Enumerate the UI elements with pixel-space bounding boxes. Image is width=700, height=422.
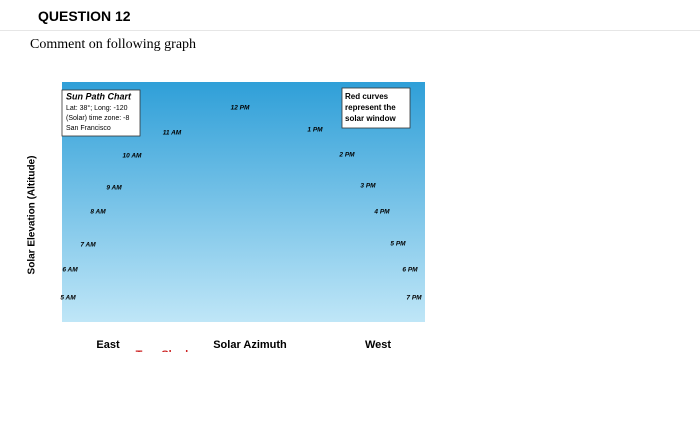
hour-label: 9 AM <box>106 185 122 192</box>
header-bar <box>0 0 700 31</box>
hour-label: 8 AM <box>90 209 106 216</box>
hour-label: 11 AM <box>163 130 182 137</box>
hour-label: 3 PM <box>360 183 376 190</box>
caption: Tree Shade <box>136 349 195 361</box>
hour-label: 7 PM <box>406 295 422 302</box>
hour-label: 1 PM <box>307 127 323 134</box>
info-box <box>61 89 141 137</box>
hour-label: 2 PM <box>338 152 355 159</box>
info-line: San Francisco <box>66 125 111 132</box>
question-text: Comment on following graph <box>30 37 197 52</box>
hour-label: 12 PM <box>231 105 250 112</box>
y-axis-label: Solar Elevation (Altitude) <box>27 156 38 275</box>
east-label: East <box>96 339 120 351</box>
question-title: QUESTION 12 <box>38 8 131 24</box>
hour-label: 4 PM <box>373 209 390 216</box>
x-axis-label: Solar Azimuth <box>213 339 287 351</box>
hour-label: 5 AM <box>60 295 76 302</box>
hour-label: 6 PM <box>402 267 418 274</box>
west-label: West <box>365 339 391 351</box>
note: Red curves represent the solar window <box>345 92 396 123</box>
info-title: Sun Path Chart <box>66 91 132 101</box>
hour-label: 5 PM <box>390 241 406 248</box>
hour-label: 7 AM <box>80 242 96 249</box>
note-box <box>341 87 411 129</box>
info-line: Lat: 38°; Long: -120 <box>66 104 128 112</box>
hour-label: 10 AM <box>123 153 142 160</box>
hour-label: 6 AM <box>62 267 78 274</box>
info-line: (Solar) time zone: -8 <box>66 115 130 122</box>
